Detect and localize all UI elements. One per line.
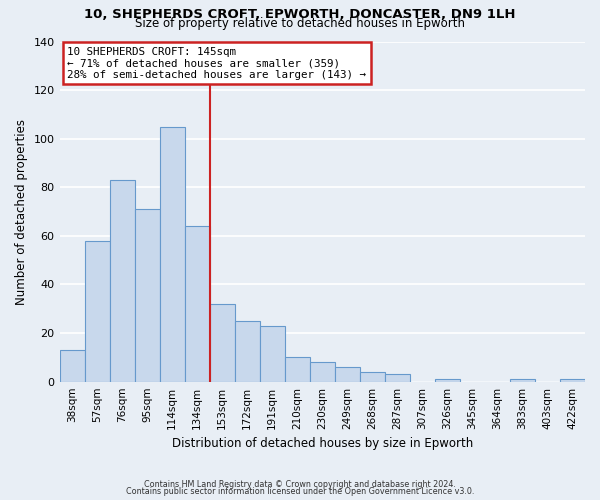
X-axis label: Distribution of detached houses by size in Epworth: Distribution of detached houses by size … [172,437,473,450]
Text: 10, SHEPHERDS CROFT, EPWORTH, DONCASTER, DN9 1LH: 10, SHEPHERDS CROFT, EPWORTH, DONCASTER,… [84,8,516,20]
Text: Contains HM Land Registry data © Crown copyright and database right 2024.: Contains HM Land Registry data © Crown c… [144,480,456,489]
Bar [335,367,360,382]
Bar [59,350,85,382]
Bar [110,180,134,382]
Bar [360,372,385,382]
Bar [510,380,535,382]
Bar [260,326,285,382]
Bar [85,240,110,382]
Text: Size of property relative to detached houses in Epworth: Size of property relative to detached ho… [135,16,465,30]
Text: 10 SHEPHERDS CROFT: 145sqm
← 71% of detached houses are smaller (359)
28% of sem: 10 SHEPHERDS CROFT: 145sqm ← 71% of deta… [67,46,367,80]
Bar [209,304,235,382]
Y-axis label: Number of detached properties: Number of detached properties [15,118,28,304]
Bar [285,358,310,382]
Bar [385,374,410,382]
Text: Contains public sector information licensed under the Open Government Licence v3: Contains public sector information licen… [126,487,474,496]
Bar [160,126,185,382]
Bar [134,209,160,382]
Bar [435,380,460,382]
Bar [185,226,209,382]
Bar [560,380,585,382]
Bar [235,321,260,382]
Bar [310,362,335,382]
